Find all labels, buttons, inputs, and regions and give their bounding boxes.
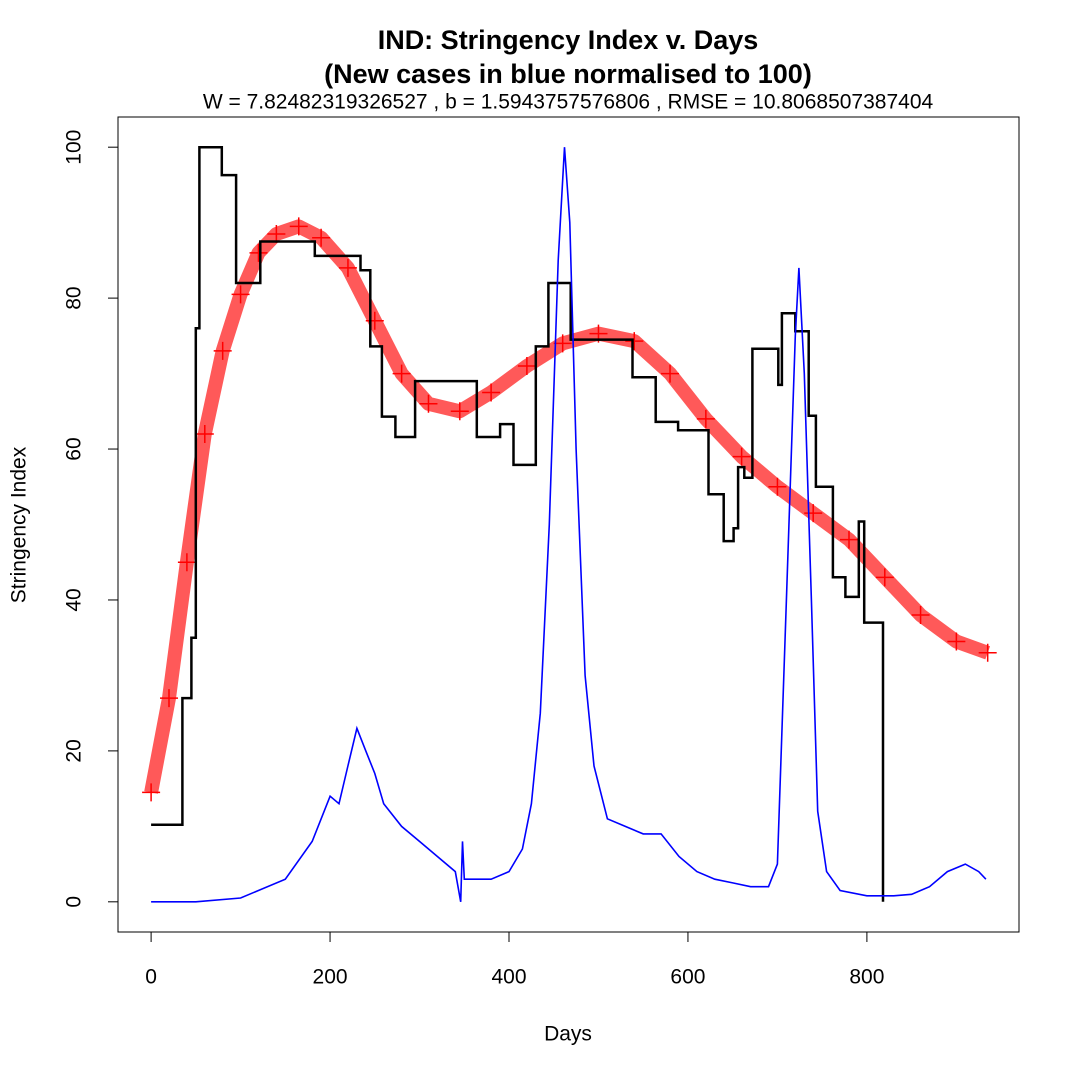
x-tick-label: 0	[145, 966, 157, 989]
chart-title: IND: Stringency Index v. Days	[378, 25, 759, 55]
fit-marker	[450, 402, 469, 421]
annotation: W = 7.82482319326527 , b = 1.59437575768…	[203, 91, 934, 114]
fit-marker	[804, 504, 823, 523]
fit-marker	[419, 394, 438, 413]
y-tick-label: 80	[63, 286, 86, 309]
fit-marker	[160, 689, 178, 708]
fit-marker	[978, 643, 997, 662]
x-axis-label: Days	[544, 1023, 592, 1046]
y-tick-label: 0	[63, 896, 86, 908]
fit-marker	[195, 424, 214, 443]
fit-marker	[249, 243, 268, 262]
fit-marker	[213, 341, 232, 360]
fit-marker	[312, 228, 331, 247]
fit-marker	[661, 364, 680, 383]
fit-marker	[911, 606, 930, 625]
fit-marker	[553, 334, 572, 353]
fit-marker	[517, 357, 536, 376]
x-tick-label: 400	[491, 966, 526, 989]
y-tick-label: 60	[63, 437, 86, 460]
fit-marker	[231, 285, 250, 304]
y-tick-label: 20	[63, 739, 86, 762]
fit-marker	[267, 224, 286, 243]
fit-marker	[768, 477, 787, 496]
fit-marker	[840, 530, 858, 549]
fit-marker	[625, 332, 644, 351]
x-tick-label: 800	[849, 966, 884, 989]
fit-marker	[142, 783, 161, 802]
chart-subtitle: (New cases in blue normalised to 100)	[324, 59, 812, 89]
fit-marker	[392, 364, 411, 383]
y-tick-label: 100	[63, 130, 86, 165]
y-axis-label: Stringency Index	[8, 446, 31, 603]
stringency-line	[151, 145, 885, 902]
fit-marker	[177, 553, 196, 572]
fit-marker	[732, 447, 751, 466]
x-tick-label: 600	[670, 966, 705, 989]
fit-marker	[338, 258, 357, 277]
fit-marker	[875, 568, 894, 587]
fit-marker	[482, 383, 501, 402]
fit-marker	[947, 632, 966, 651]
x-tick-label: 200	[313, 966, 348, 989]
fit-marker	[696, 409, 715, 428]
y-tick-label: 40	[63, 588, 86, 611]
cases-line	[151, 147, 987, 903]
fit-marker	[289, 217, 308, 236]
fit-marker	[365, 311, 384, 330]
fit-line	[144, 219, 991, 794]
